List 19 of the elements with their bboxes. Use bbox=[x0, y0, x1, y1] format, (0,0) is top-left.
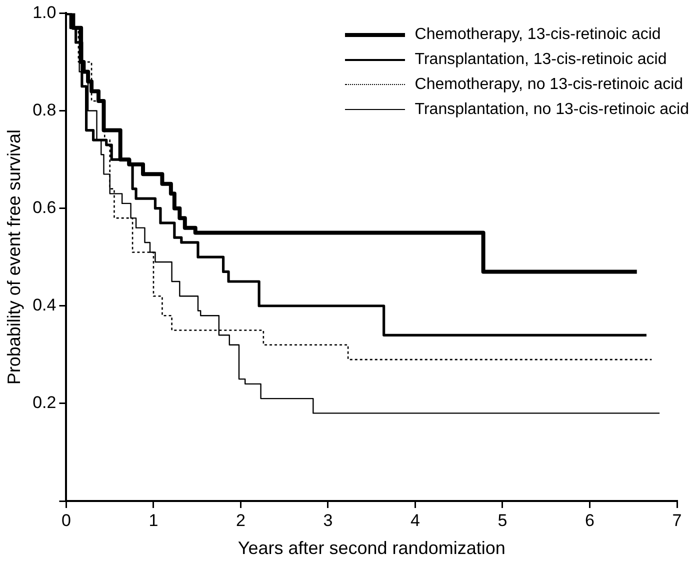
x-tick-label: 4 bbox=[410, 510, 420, 530]
x-tick-label: 2 bbox=[236, 510, 246, 530]
legend-label: Chemotherapy, 13-cis-retinoic acid bbox=[414, 26, 661, 44]
legend-label: Chemotherapy, no 13-cis-retinoic acid bbox=[414, 76, 684, 94]
y-axis-title: Probability of event free survival bbox=[4, 130, 24, 385]
legend-label: Transplantation, 13-cis-retinoic acid bbox=[414, 50, 667, 68]
legend-label: Transplantation, no 13-cis-retinoic acid bbox=[414, 100, 689, 118]
x-tick-label: 1 bbox=[148, 510, 158, 530]
x-tick-label: 0 bbox=[62, 510, 71, 530]
x-axis-title: Years after second randomization bbox=[238, 538, 506, 558]
y-tick-label: 0.8 bbox=[32, 100, 56, 120]
x-tick-label: 7 bbox=[672, 510, 682, 530]
y-tick-label: 0.2 bbox=[32, 393, 56, 412]
y-tick-label: 1.0 bbox=[32, 2, 56, 22]
x-tick-label: 6 bbox=[585, 510, 594, 530]
y-tick-label: 0.4 bbox=[32, 296, 56, 315]
x-tick-label: 3 bbox=[323, 510, 333, 530]
x-tick-label: 5 bbox=[498, 510, 508, 530]
y-tick-label: 0.6 bbox=[32, 198, 56, 218]
